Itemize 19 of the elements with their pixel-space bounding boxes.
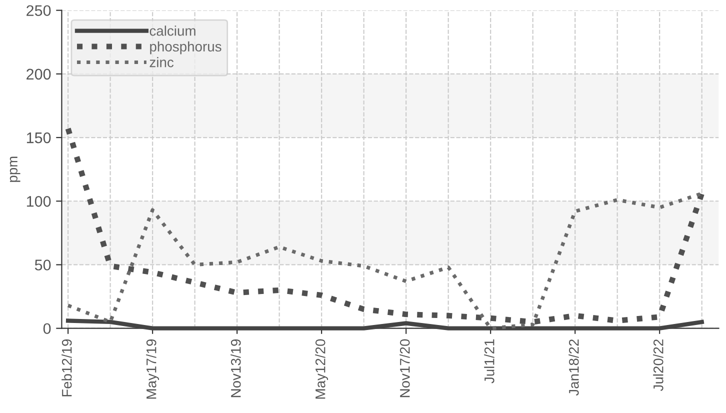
y-tick-label: 50 bbox=[34, 260, 51, 270]
x-tick-label: Feb12/19 bbox=[62, 339, 72, 396]
y-tick-label: 100 bbox=[26, 196, 51, 207]
x-tick-label: May12/20 bbox=[315, 339, 328, 399]
legend-label: zinc bbox=[150, 57, 174, 68]
x-tick-label: Nov13/19 bbox=[230, 339, 241, 398]
line-series bbox=[66, 318, 704, 330]
y-tick-label: 0 bbox=[43, 323, 51, 334]
y-axis-title: ppm bbox=[10, 156, 20, 182]
y-tick-label: 250 bbox=[26, 5, 51, 16]
x-tick-label: Jan18/22 bbox=[568, 339, 579, 396]
x-tick-label: Nov17/20 bbox=[400, 339, 410, 398]
y-tick-label: 200 bbox=[26, 68, 51, 80]
x-tick-label: Jul20/22 bbox=[653, 339, 664, 392]
y-tick-label: 150 bbox=[26, 132, 51, 144]
legend-label: calcium bbox=[150, 26, 196, 36]
legend-label: phosphorus bbox=[150, 41, 222, 54]
x-tick-label: May17/19 bbox=[146, 339, 160, 399]
x-tick-label: Jul1/21 bbox=[484, 339, 494, 384]
